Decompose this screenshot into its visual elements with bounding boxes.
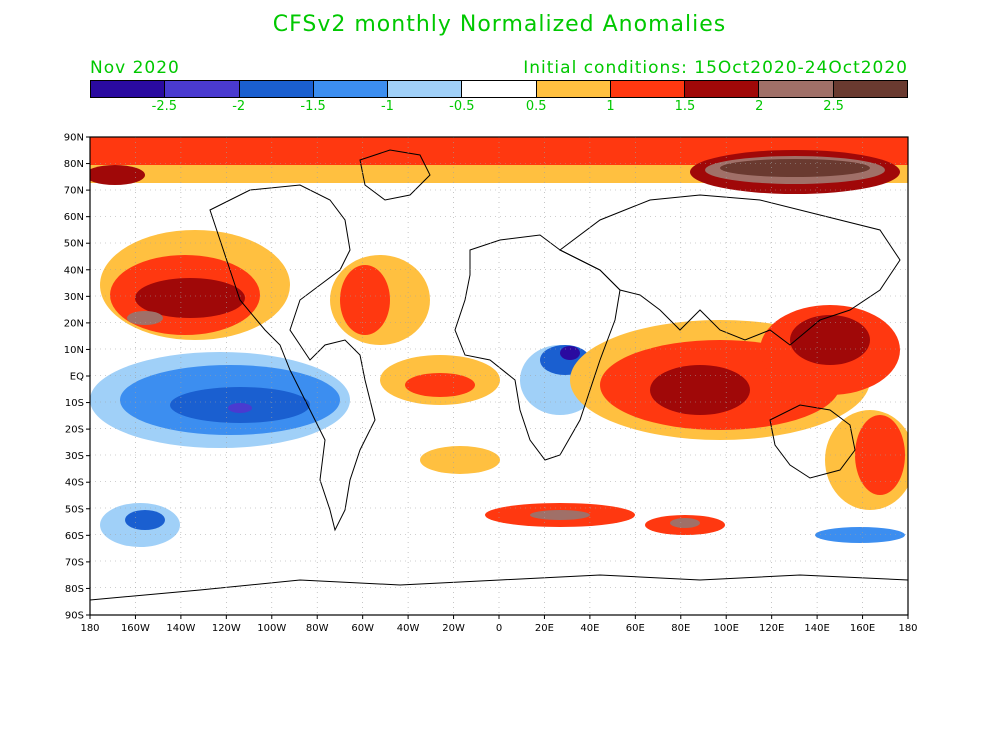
lat-label: 20N: [64, 318, 84, 329]
coastlines: [90, 149, 908, 601]
initial-conditions-label: Initial conditions: 15Oct2020-24Oct2020: [523, 58, 908, 78]
colorbar-label: 1: [606, 99, 615, 114]
lat-label: 10S: [65, 398, 84, 409]
lon-label: 80W: [306, 623, 329, 634]
colorbar-swatch: [610, 81, 686, 97]
lat-label: 30S: [65, 451, 84, 462]
lon-label: 160E: [850, 623, 875, 634]
lat-label: 60N: [64, 212, 84, 223]
map-title: CFSv2 monthly Normalized Anomalies: [272, 12, 727, 37]
lat-label: EQ: [70, 372, 84, 383]
lat-label: 60S: [65, 531, 84, 542]
lon-label: 20E: [535, 623, 554, 634]
colorbar-swatch: [833, 81, 907, 97]
lat-label: 70S: [65, 557, 84, 568]
lat-label: 70N: [64, 186, 84, 197]
lat-label: 50S: [65, 504, 84, 515]
lat-label: 20S: [65, 425, 84, 436]
lon-label: 180: [898, 623, 917, 634]
colorbar-label: 2.5: [823, 99, 844, 114]
lat-label: 90N: [64, 133, 84, 144]
colorbar-label: -2: [232, 99, 246, 114]
colorbar-swatch: [685, 81, 760, 97]
longitude-axis: 180 160W 140W 120W 100W 80W 60W 40W 20W 0 20E 40E 60…: [80, 615, 918, 634]
colorbar-swatch: [239, 81, 314, 97]
lat-label: 30N: [64, 292, 84, 303]
lon-label: 20W: [442, 623, 465, 634]
lat-label: 80S: [65, 584, 84, 595]
colorbar-swatch: [462, 81, 537, 97]
lon-label: 80E: [671, 623, 690, 634]
lon-label: 140W: [166, 623, 195, 634]
colorbar-swatch: [313, 81, 389, 97]
lat-label: 40N: [64, 265, 84, 276]
colorbar-label: -1.5: [300, 99, 326, 114]
colorbar-labels: -2.5 -2 -1.5 -1 -0.5 0.5 1 1.5 2 2.5: [90, 99, 908, 115]
colorbar: [90, 80, 908, 98]
colorbar-label: 2: [755, 99, 764, 114]
lon-label: 140E: [804, 623, 829, 634]
colorbar-swatch: [536, 81, 611, 97]
arctic-max-anomaly: [720, 159, 870, 177]
lon-label: 60E: [626, 623, 645, 634]
colorbar-swatch: [91, 81, 166, 97]
colorbar-label: 1.5: [674, 99, 696, 114]
colorbar-swatch: [165, 81, 240, 97]
forecast-month: Nov 2020: [90, 58, 180, 78]
colorbar-label: 0.5: [525, 99, 547, 114]
lon-label: 120E: [759, 623, 784, 634]
lon-label: 100E: [714, 623, 739, 634]
lon-label: 180: [80, 623, 99, 634]
lat-label: 50N: [64, 239, 84, 250]
colorbar-label: -0.5: [449, 99, 475, 114]
lon-label: 0: [496, 623, 502, 634]
lon-label: 100W: [257, 623, 286, 634]
lat-label: 90S: [65, 611, 84, 622]
colorbar-label: -1: [380, 99, 394, 114]
lat-label: 80N: [64, 159, 84, 170]
lon-label: 40E: [580, 623, 599, 634]
colorbar-swatch: [388, 81, 463, 97]
lat-label: 10N: [64, 345, 84, 356]
latitude-axis: 90N 80N 70N 60N 50N 40N 30N 20N 10N EQ 10S 20S 30S 40…: [64, 133, 90, 622]
lon-label: 60W: [351, 623, 374, 634]
colorbar-swatch: [759, 81, 834, 97]
lon-label: 160W: [121, 623, 150, 634]
lat-label: 40S: [65, 478, 84, 489]
lon-label: 40W: [397, 623, 420, 634]
colorbar-label: -2.5: [151, 99, 178, 114]
lon-label: 120W: [212, 623, 241, 634]
